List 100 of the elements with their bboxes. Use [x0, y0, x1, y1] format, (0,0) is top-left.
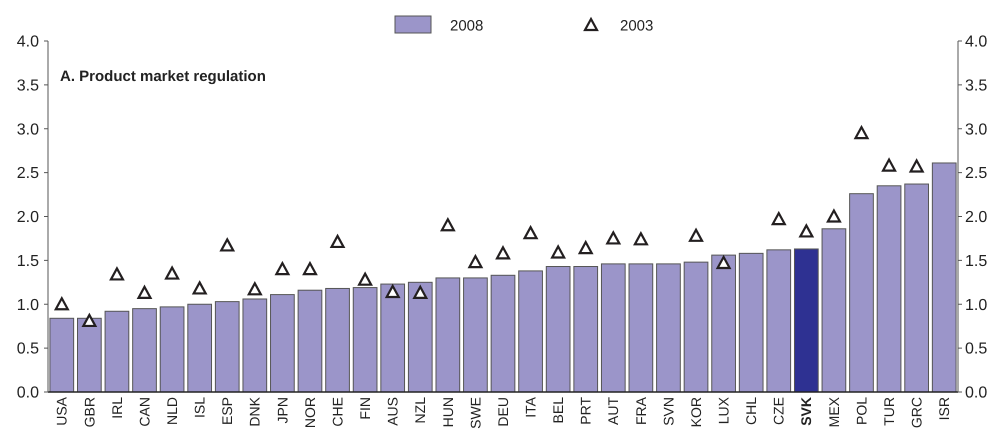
point: [248, 282, 262, 296]
y2-tick-label: 0.0: [965, 384, 988, 402]
y-tick-label: 1.5: [16, 252, 40, 270]
bar: [187, 304, 212, 392]
y2-tick-label: 2.0: [965, 209, 988, 226]
x-tick-label: GRC: [908, 397, 925, 428]
bar: [766, 249, 792, 392]
bar: [435, 277, 460, 392]
bar: [876, 185, 902, 392]
y-tick-label: 2.5: [16, 165, 40, 182]
x-tick-label: HUN: [440, 397, 456, 428]
bar: [242, 298, 268, 392]
point: [82, 314, 96, 328]
x-tick-label: SWE: [467, 397, 484, 429]
bar: [408, 282, 433, 392]
bar: [214, 301, 240, 392]
bar: [600, 263, 626, 392]
bar: [104, 310, 130, 392]
x-tick-label: FIN: [357, 397, 374, 420]
x-tick-label: JPN: [274, 397, 290, 424]
point: [275, 262, 290, 276]
x-tick-label: SVN: [660, 397, 676, 426]
x-tick-label: CZE: [770, 397, 787, 425]
y-tick-label: 4.0: [16, 34, 40, 51]
x-tick-label: NOR: [302, 397, 318, 428]
x-tick-label: CHL: [743, 396, 760, 426]
bar: [849, 193, 874, 392]
bar: [822, 228, 846, 392]
point: [330, 234, 345, 248]
point: [854, 126, 869, 140]
point: [606, 231, 620, 245]
point: [910, 159, 924, 173]
x-tick-label: MEX: [826, 396, 842, 428]
point: [440, 218, 455, 232]
point: [192, 281, 207, 295]
point: [496, 246, 510, 260]
point: [799, 224, 814, 238]
y-tick-label: 3.5: [16, 77, 40, 94]
point: [716, 256, 731, 270]
bar: [160, 306, 184, 392]
bar: [628, 263, 654, 392]
bar: [463, 277, 488, 392]
bar: [298, 290, 322, 392]
bar: [711, 254, 736, 392]
x-tick-label: AUS: [384, 397, 401, 426]
bar: [656, 263, 681, 392]
x-tick-label: DNK: [246, 396, 263, 427]
point: [551, 245, 566, 259]
x-tick-label: IRL: [108, 396, 125, 419]
point: [137, 286, 152, 299]
point: [413, 286, 428, 299]
point: [523, 226, 538, 240]
point: [688, 228, 704, 242]
point: [882, 158, 896, 172]
x-tick-label: ITA: [522, 396, 538, 418]
point: [634, 232, 648, 246]
x-tick-label: SVK: [798, 397, 814, 426]
bar: [904, 184, 929, 392]
y-tick-label: 1.0: [16, 296, 40, 314]
x-tick-label: CHE: [329, 397, 346, 427]
bar: [270, 294, 295, 392]
point: [358, 272, 372, 286]
point: [772, 212, 786, 226]
y2-tick-label: 3.5: [965, 77, 988, 94]
point: [164, 266, 180, 280]
bar: [684, 262, 708, 392]
x-tick-label: CAN: [136, 397, 152, 427]
y2-tick-label: 1.0: [965, 296, 988, 314]
bar: [738, 252, 764, 392]
legend-label: 2008: [450, 17, 484, 34]
x-tick-label: NZL: [412, 396, 428, 424]
y2-tick-label: 3.0: [965, 121, 988, 138]
legend-label: 2003: [620, 17, 654, 34]
bar: [132, 308, 157, 392]
x-tick-label: LUX: [716, 396, 732, 424]
y2-tick-label: 4.0: [965, 34, 988, 51]
y-tick-label: 0.0: [16, 384, 40, 402]
point: [302, 262, 318, 276]
x-tick-label: ISR: [936, 397, 952, 420]
point: [826, 209, 842, 223]
bar: [325, 288, 350, 392]
y-tick-label: 3.0: [16, 121, 40, 138]
bar: [794, 248, 819, 392]
bar: [518, 270, 543, 392]
x-tick-label: DEU: [494, 397, 511, 427]
point: [110, 267, 124, 281]
x-tick-label: TUR: [880, 397, 897, 426]
point: [54, 297, 69, 310]
x-tick-label: ESP: [219, 397, 236, 426]
point: [468, 255, 483, 268]
x-tick-label: PRT: [578, 396, 594, 425]
x-tick-label: ISL: [192, 396, 208, 418]
y-tick-label: 0.5: [16, 340, 40, 358]
x-tick-label: KOR: [688, 397, 704, 428]
x-tick-label: AUT: [605, 396, 622, 425]
x-tick-label: BEL: [550, 396, 566, 424]
x-tick-label: NLD: [164, 397, 180, 426]
text: A. Product market regulation: [60, 68, 266, 85]
y-tick-label: 2.0: [16, 209, 40, 226]
y2-tick-label: 0.5: [965, 340, 988, 358]
